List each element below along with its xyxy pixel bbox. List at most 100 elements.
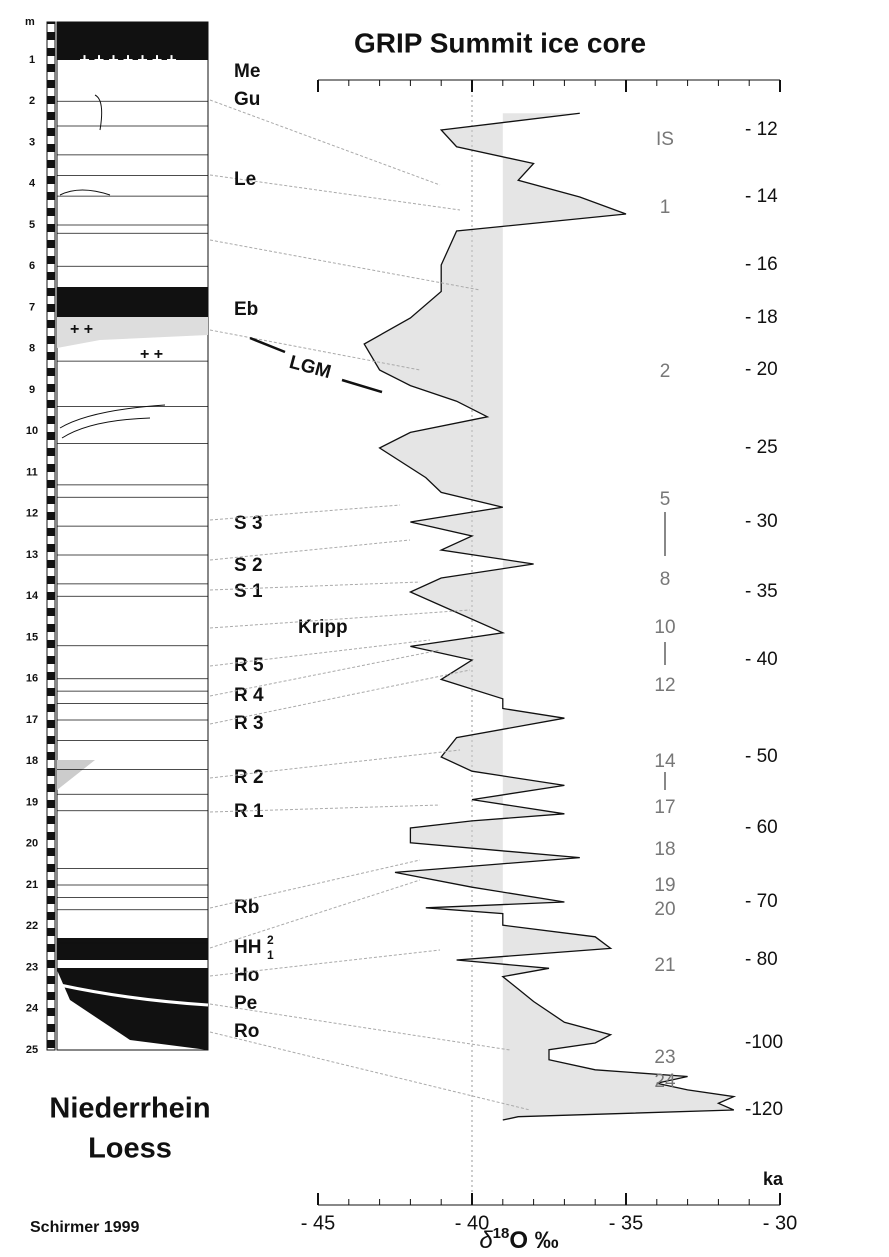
depth-label: 18 — [26, 755, 38, 767]
interstadial-label: 8 — [660, 569, 671, 590]
interstadial-label: 10 — [654, 617, 675, 638]
unit-label: R 5 — [234, 655, 264, 676]
frost-marks: + + — [70, 321, 93, 338]
correlation-line — [209, 639, 431, 667]
label-delta: δ — [479, 1227, 493, 1254]
depth-label: 3 — [29, 136, 35, 148]
interstadial-label: IS — [656, 129, 674, 150]
label-rest: O ‰ — [509, 1227, 558, 1254]
depth-label: 6 — [29, 260, 35, 272]
interstadial-label: 1 — [660, 197, 671, 218]
interstadial-label: 17 — [654, 797, 675, 818]
interstadial-label: 19 — [654, 875, 675, 896]
correlation-line — [209, 239, 481, 291]
age-tick-label: - 40 — [745, 649, 778, 670]
unit-label: Gu — [234, 89, 260, 110]
correlation-line — [209, 329, 421, 371]
correlation-line — [209, 609, 471, 629]
depth-label: 1 — [29, 54, 35, 66]
correlation-line — [209, 581, 421, 591]
stipple — [57, 317, 208, 348]
soil-band — [57, 287, 208, 317]
unit-label: S 2 — [234, 555, 263, 576]
unit-label: R 4 — [234, 685, 264, 706]
interstadial-label: 18 — [654, 839, 675, 860]
soil-band — [57, 968, 208, 1050]
stipple — [57, 760, 95, 790]
depth-label: 24 — [26, 1003, 39, 1015]
depth-label: 14 — [26, 590, 39, 602]
depth-label: 15 — [26, 631, 38, 643]
depth-label: 17 — [26, 714, 38, 726]
wedge — [94, 94, 103, 131]
age-tick-label: - 16 — [745, 254, 778, 275]
layer-line — [59, 983, 209, 1007]
depth-label: 11 — [26, 466, 38, 478]
unit-label: Me — [234, 61, 260, 82]
correlation-line — [209, 504, 401, 521]
unit-label: Kripp — [298, 617, 348, 638]
depth-label: 10 — [26, 425, 38, 437]
depth-label: 22 — [26, 920, 38, 932]
depth-label: 19 — [26, 796, 38, 808]
age-tick-label: - 20 — [745, 359, 778, 380]
depth-label: 16 — [26, 673, 38, 685]
depth-label: 21 — [26, 879, 38, 891]
x-tick-label: - 40 — [455, 1212, 489, 1234]
loess-title: Niederrhein — [49, 1093, 210, 1125]
unit-label: R 1 — [234, 801, 264, 822]
depth-label: 7 — [29, 301, 35, 313]
interstadial-label: 14 — [654, 751, 676, 772]
correlation-line — [209, 879, 421, 949]
lgm-line — [341, 378, 383, 394]
lgm-line — [249, 336, 286, 354]
depth-unit: m — [25, 16, 35, 28]
frost-marks: + + — [140, 346, 163, 363]
loess-title: Loess — [88, 1133, 172, 1165]
curve-shade — [364, 113, 734, 1121]
unit-label: LGM — [287, 352, 333, 383]
soil-band — [57, 22, 208, 60]
unit-label: Rb — [234, 897, 259, 918]
unit-label: Eb — [234, 299, 258, 320]
interstadial-label: 20 — [654, 899, 675, 920]
interstadial-label: 24 — [654, 1071, 676, 1092]
correlation-line — [209, 669, 471, 725]
depth-label: 20 — [26, 838, 38, 850]
correlation-line — [209, 949, 441, 977]
label-sup: 18 — [493, 1225, 510, 1242]
age-tick-label: -100 — [745, 1032, 783, 1053]
unit-sub: 1 — [267, 948, 274, 962]
soil-band — [57, 938, 208, 960]
unit-label: Ro — [234, 1021, 259, 1042]
age-tick-label: - 30 — [745, 511, 778, 532]
unit-label: R 2 — [234, 767, 264, 788]
unit-label: Le — [234, 169, 256, 190]
interstadial-label: 12 — [654, 675, 675, 696]
depth-label: 2 — [29, 95, 35, 107]
correlation-line — [209, 804, 441, 813]
chart-title: GRIP Summit ice core — [354, 27, 646, 58]
correlation-line — [209, 859, 421, 909]
depth-label: 9 — [29, 384, 35, 396]
age-tick-label: - 35 — [745, 581, 778, 602]
depth-label: 5 — [29, 219, 35, 231]
depth-ruler — [46, 21, 56, 1051]
interstadial-label: 21 — [654, 955, 675, 976]
age-tick-label: - 80 — [745, 949, 778, 970]
age-tick-label: - 12 — [745, 119, 778, 140]
unit-label: Ho — [234, 965, 259, 986]
age-tick-label: - 50 — [745, 746, 778, 767]
wedge — [59, 189, 111, 196]
correlation-line — [209, 174, 461, 211]
age-tick-label: - 14 — [745, 186, 778, 207]
correlation-line — [209, 749, 461, 779]
depth-label: 4 — [29, 178, 36, 190]
x-tick-label: - 30 — [763, 1212, 797, 1234]
age-tick-label: - 25 — [745, 437, 778, 458]
credit: Schirmer 1999 — [30, 1219, 140, 1236]
interstadial-label: 23 — [654, 1047, 675, 1068]
depth-label: 12 — [26, 508, 38, 520]
